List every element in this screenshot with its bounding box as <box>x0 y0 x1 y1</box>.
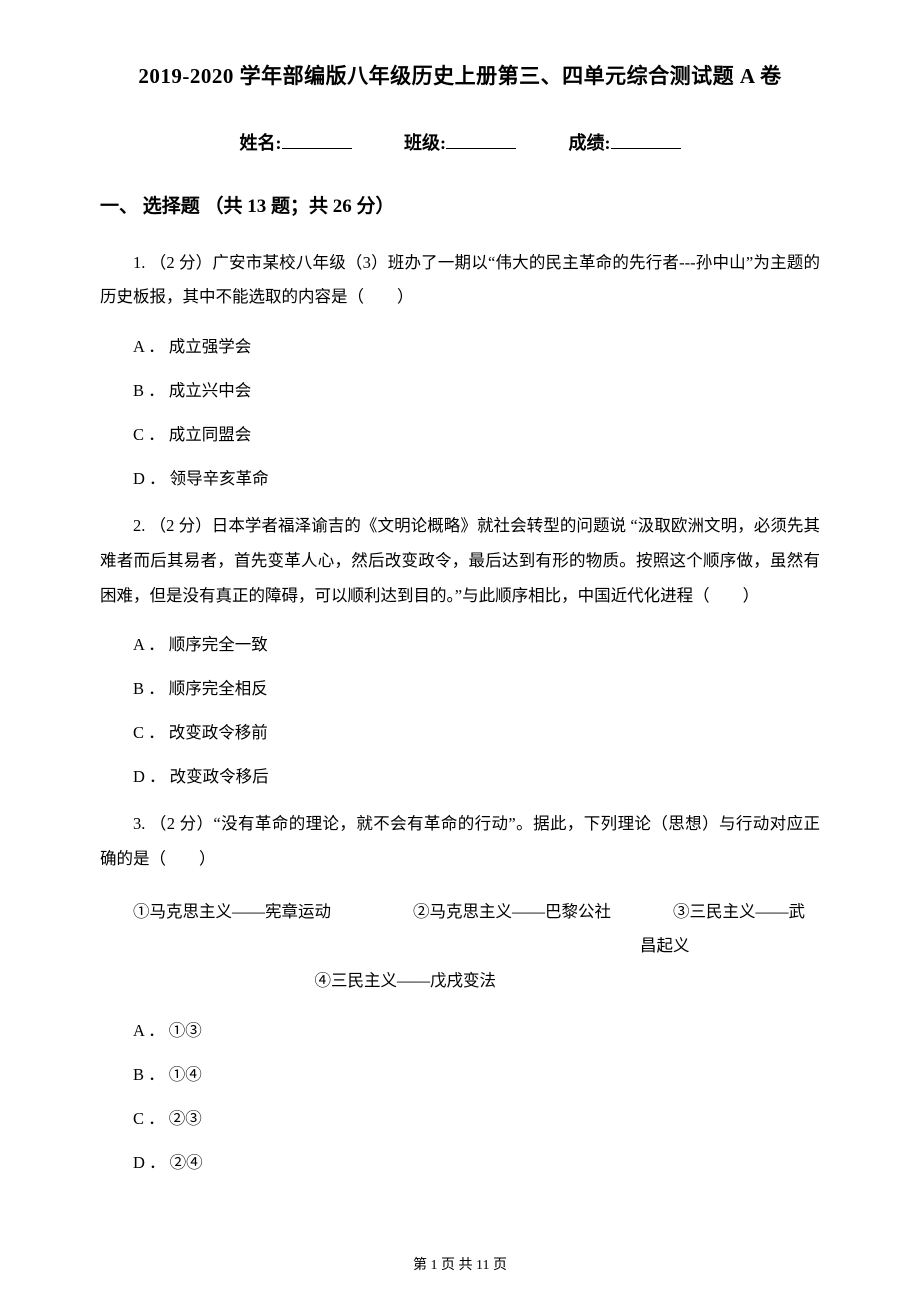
q3-choice-b: B ． ①④ <box>100 1061 820 1089</box>
q3-sub1: ①马克思主义——宪章运动 <box>100 895 380 964</box>
q3-sub3: ③三民主义——武昌起义 <box>640 895 820 964</box>
q3-sub2: ②马克思主义——巴黎公社 <box>380 895 640 964</box>
page: 2019-2020 学年部编版八年级历史上册第三、四单元综合测试题 A 卷 姓名… <box>0 0 920 1302</box>
page-footer: 第 1 页 共 11 页 <box>0 1254 920 1274</box>
q1-stem: 1. （2 分）广安市某校八年级（3）班办了一期以“伟大的民主革命的先行者---… <box>100 246 820 315</box>
class-blank[interactable] <box>446 128 516 149</box>
q2-choice-d: D ． 改变政令移后 <box>100 763 820 791</box>
q3-choice-a: A ． ①③ <box>100 1017 820 1045</box>
q3-choice-d: D ． ②④ <box>100 1149 820 1177</box>
q2-stem: 2. （2 分）日本学者福泽谕吉的《文明论概略》就社会转型的问题说 “汲取欧洲文… <box>100 509 820 613</box>
q3-subitems: ①马克思主义——宪章运动 ②马克思主义——巴黎公社 ③三民主义——武昌起义 ④三… <box>100 895 820 999</box>
score-blank[interactable] <box>611 128 681 149</box>
exam-title: 2019-2020 学年部编版八年级历史上册第三、四单元综合测试题 A 卷 <box>100 60 820 90</box>
q3-choice-c: C ． ②③ <box>100 1105 820 1133</box>
class-label: 班级: <box>404 133 446 153</box>
q1-choice-c: C ． 成立同盟会 <box>100 421 820 449</box>
q1-choice-b: B ． 成立兴中会 <box>100 377 820 405</box>
section-heading: 一、 选择题 （共 13 题；共 26 分） <box>100 191 820 218</box>
q1-choice-a: A ． 成立强学会 <box>100 333 820 361</box>
name-label: 姓名: <box>240 133 282 153</box>
meta-row: 姓名: 班级: 成绩: <box>100 128 820 155</box>
q3-stem: 3. （2 分）“没有革命的理论，就不会有革命的行动”。据此，下列理论（思想）与… <box>100 807 820 876</box>
score-label: 成绩: <box>569 133 611 153</box>
q2-choice-b: B ． 顺序完全相反 <box>100 675 820 703</box>
q1-choice-d: D ． 领导辛亥革命 <box>100 465 820 493</box>
name-blank[interactable] <box>282 128 352 149</box>
q3-sub4: ④三民主义——戊戌变法 <box>315 971 497 990</box>
q2-choice-a: A ． 顺序完全一致 <box>100 631 820 659</box>
q2-choice-c: C ． 改变政令移前 <box>100 719 820 747</box>
